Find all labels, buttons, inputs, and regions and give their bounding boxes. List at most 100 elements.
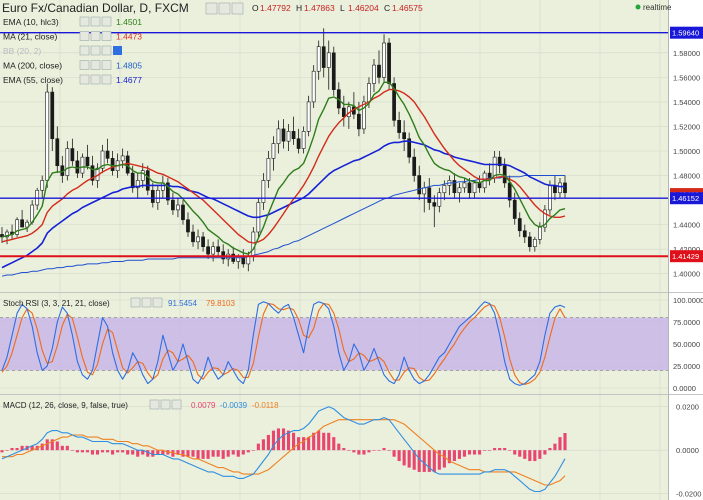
candle-body — [452, 180, 457, 194]
settings-icon[interactable] — [160, 399, 171, 410]
candle-body — [286, 131, 291, 142]
axis-tick-labels: 1.59640 1.58000 1.56000 1.54000 1.52000 1.500… — [670, 26, 703, 499]
stoch-legend-icons[interactable] — [130, 297, 163, 308]
eye-icon[interactable] — [79, 74, 90, 85]
macd-hist-bar — [75, 450, 79, 453]
candle-body — [70, 148, 75, 162]
eye-icon[interactable] — [130, 297, 141, 308]
settings-icon[interactable] — [90, 74, 101, 85]
indicator-label[interactable]: MA (200, close) — [3, 61, 62, 71]
settings-icon[interactable] — [90, 45, 101, 56]
candle-body — [301, 131, 306, 149]
macd-hist-bar — [327, 432, 331, 451]
macd-hist-bar — [30, 445, 34, 451]
stoch-rsi-label[interactable]: Stoch RSI (3, 3, 21, 21, close) — [3, 299, 110, 308]
macd-hist-bar — [457, 450, 461, 459]
macd-hist-bar — [146, 450, 150, 457]
ema10-line — [1, 81, 566, 255]
candle-body — [191, 231, 195, 243]
support-resistance-lines — [0, 31, 668, 258]
candle-body — [341, 107, 346, 117]
ohlc-value: 1.46575 — [392, 3, 423, 13]
candle-body — [472, 182, 477, 194]
macd-hist-bar — [382, 448, 386, 451]
macd-signal-value: -0.0118 — [252, 401, 279, 410]
candle-body — [120, 155, 125, 162]
settings-icon[interactable] — [141, 297, 152, 308]
macd-hist-bar — [55, 441, 59, 451]
close-icon[interactable] — [152, 297, 163, 308]
price-legend: Euro Fx/Canadian Dollar, D, FXCM O 1.4779… — [2, 1, 672, 15]
candle-body — [80, 156, 85, 174]
eye-icon[interactable] — [149, 399, 160, 410]
macd-legend-icons[interactable] — [149, 399, 182, 410]
candle-body — [527, 236, 532, 248]
macd-hist-bar — [286, 430, 291, 451]
macd-hist-bar — [352, 450, 356, 453]
eye-icon[interactable] — [205, 2, 218, 15]
candle-body — [171, 199, 175, 211]
settings-icon[interactable] — [90, 16, 101, 27]
settings-icon[interactable] — [90, 31, 101, 41]
stoch-rsi-k-line — [1, 301, 566, 386]
hidden-eye-icon[interactable] — [113, 46, 122, 55]
indicator-label[interactable]: BB (20, 2) — [3, 46, 41, 56]
candle-body — [502, 165, 507, 184]
stoch-tick-label: 0.0000 — [673, 384, 696, 393]
macd-hist-bar — [266, 434, 270, 451]
candle-body — [206, 246, 210, 255]
close-icon[interactable] — [101, 45, 112, 56]
candle-body — [261, 180, 266, 203]
eye-icon[interactable] — [79, 60, 90, 70]
macd-hist-bar — [498, 448, 502, 451]
eye-icon[interactable] — [79, 16, 90, 27]
macd-hist-bar — [176, 450, 180, 455]
symbol-title[interactable]: Euro Fx/Canadian Dollar, D, FXCM — [2, 1, 189, 15]
settings-icon[interactable] — [218, 2, 231, 15]
indicator-label[interactable]: MA (21, close) — [3, 32, 57, 42]
candle-body — [407, 138, 412, 158]
candle-body — [442, 185, 447, 194]
macd-hist-bar — [10, 448, 14, 451]
macd-hist-bar — [85, 450, 90, 453]
indicator-label[interactable]: EMA (55, close) — [3, 75, 63, 85]
more-icon[interactable] — [231, 2, 244, 15]
candle-body — [387, 42, 391, 84]
indicator-label[interactable]: EMA (10, hlc3) — [3, 17, 59, 27]
candle-body — [166, 182, 170, 201]
close-icon[interactable] — [101, 74, 112, 85]
candle-body — [100, 150, 105, 169]
stoch-tick-label: 25.0000 — [673, 362, 700, 371]
macd-hist-bar — [307, 437, 311, 451]
price-tick-label: 1.40000 — [673, 270, 700, 279]
candle-body — [50, 91, 55, 140]
macd-hist-bar — [281, 428, 286, 451]
close-icon[interactable] — [101, 31, 112, 41]
candle-body — [125, 155, 130, 174]
candle-body — [538, 226, 542, 240]
macd-hist-bar — [196, 450, 200, 459]
legend-icons[interactable] — [205, 2, 244, 15]
candle-body — [20, 219, 24, 228]
macd-line — [1, 406, 566, 493]
macd-hist-bar — [553, 443, 557, 451]
candle-body — [186, 219, 190, 233]
macd-hist-bar — [0, 450, 4, 453]
macd-hist-bar — [136, 450, 140, 457]
eye-icon[interactable] — [79, 45, 90, 56]
macd-label[interactable]: MACD (12, 26, close, 9, false, true) — [3, 401, 128, 410]
macd-hist-bar — [322, 432, 326, 451]
macd-hist-bar — [161, 450, 165, 455]
macd-tick-label: 0.0200 — [676, 403, 699, 412]
close-icon[interactable] — [101, 16, 112, 27]
macd-hist-bar — [226, 450, 230, 457]
macd-hist-bar — [387, 450, 391, 451]
stoch-rsi-lines — [1, 301, 566, 386]
eye-icon[interactable] — [79, 31, 90, 41]
close-icon[interactable] — [171, 399, 182, 410]
settings-icon[interactable] — [90, 60, 101, 70]
close-icon[interactable] — [101, 60, 112, 70]
macd-hist-bar — [563, 433, 567, 451]
macd-tick-label: 0.0000 — [676, 446, 699, 455]
candle-body — [397, 120, 401, 133]
